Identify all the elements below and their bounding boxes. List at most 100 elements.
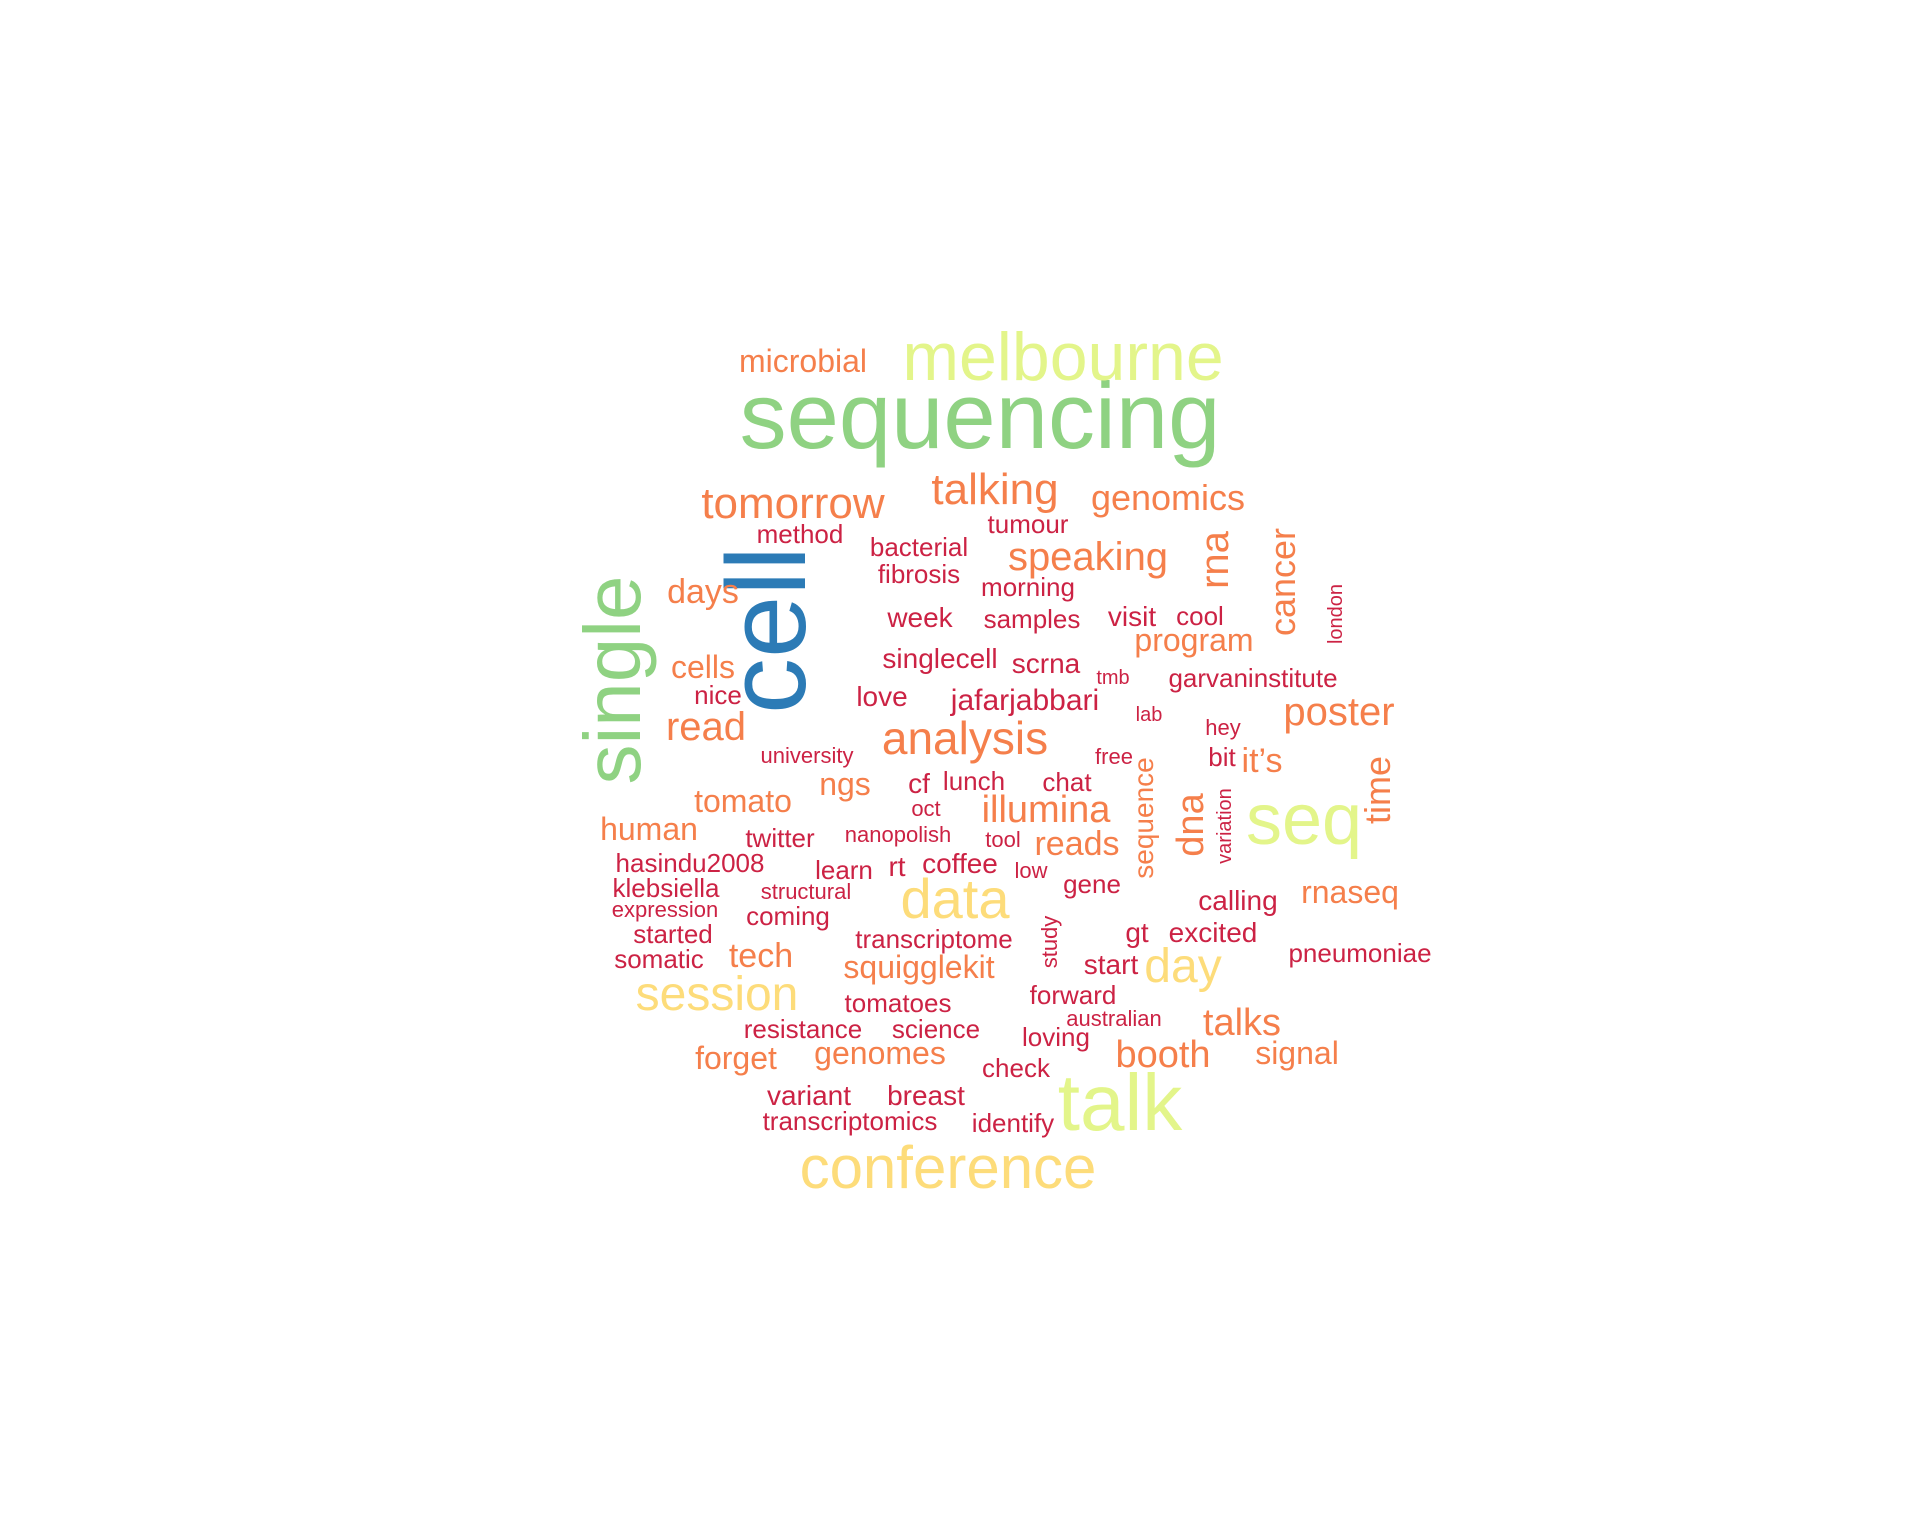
word-transcriptome: transcriptome (855, 924, 1013, 954)
word-scrna: scrna (1012, 648, 1081, 679)
word-method: method (757, 519, 844, 549)
word-variation: variation (1214, 788, 1236, 864)
word-rnaseq: rnaseq (1301, 874, 1399, 910)
word-structural: structural (761, 879, 851, 904)
word-cf: cf (908, 768, 930, 799)
word-science: science (892, 1014, 980, 1044)
word-week: week (886, 602, 953, 633)
word-data: data (901, 867, 1011, 930)
word-tomato: tomato (694, 783, 792, 819)
word-calling: calling (1198, 885, 1277, 916)
word-it-s: it’s (1242, 742, 1283, 780)
word-lunch: lunch (943, 766, 1005, 796)
word-talks: talks (1203, 1002, 1281, 1044)
word-reads: reads (1034, 825, 1119, 863)
word-bacterial: bacterial (870, 532, 968, 562)
word-conference: conference (800, 1134, 1097, 1201)
word-low: low (1014, 858, 1047, 883)
word-hasindu2008: hasindu2008 (616, 848, 765, 878)
word-visit: visit (1108, 601, 1156, 632)
word-forward: forward (1030, 980, 1117, 1010)
word-genomics: genomics (1091, 477, 1245, 518)
word-coffee: coffee (922, 848, 998, 879)
word-tomatoes: tomatoes (845, 988, 952, 1018)
word-check: check (982, 1053, 1051, 1083)
word-gt: gt (1125, 917, 1149, 948)
word-cool: cool (1176, 601, 1224, 631)
word-study: study (1037, 916, 1062, 969)
word-expression: expression (612, 897, 718, 922)
word-seq: seq (1246, 780, 1362, 860)
word-gene: gene (1063, 869, 1121, 899)
word-rna: rna (1193, 530, 1237, 589)
word-garvaninstitute: garvaninstitute (1168, 663, 1337, 693)
word-nanopolish: nanopolish (845, 822, 951, 847)
word-lab: lab (1136, 704, 1163, 726)
word-variant: variant (767, 1080, 851, 1111)
word-samples: samples (984, 604, 1081, 634)
word-twitter: twitter (745, 823, 815, 853)
word-signal: signal (1255, 1035, 1339, 1071)
word-breast: breast (887, 1080, 965, 1111)
word-fibrosis: fibrosis (878, 559, 960, 589)
word-sequencing: sequencing (740, 363, 1221, 468)
word-speaking: speaking (1008, 535, 1168, 579)
word-tool: tool (985, 827, 1020, 852)
word-coming: coming (746, 901, 830, 931)
word-free: free (1095, 744, 1133, 769)
word-cells: cells (671, 649, 735, 685)
word-sequence: sequence (1128, 757, 1159, 878)
word-single: single (568, 575, 657, 784)
word-microbial: microbial (739, 343, 867, 379)
word-tech: tech (729, 937, 793, 975)
word-talk: talk (1058, 1058, 1183, 1147)
word-jafarjabbari: jafarjabbari (950, 684, 1099, 717)
word-excited: excited (1169, 917, 1258, 948)
word-love: love (856, 681, 907, 712)
word-cancer: cancer (1262, 528, 1303, 636)
word-started: started (633, 919, 713, 949)
word-tomorrow: tomorrow (701, 479, 885, 528)
word-chat: chat (1042, 767, 1092, 797)
word-resistance: resistance (744, 1014, 863, 1044)
word-read: read (666, 705, 746, 749)
word-learn: learn (815, 855, 873, 885)
word-dna: dna (1170, 792, 1212, 856)
word-tumour: tumour (988, 509, 1069, 539)
word-human: human (600, 811, 698, 847)
word-klebsiella: klebsiella (613, 873, 720, 903)
word-session: session (636, 968, 799, 1021)
word-rt: rt (888, 851, 905, 882)
word-day: day (1144, 940, 1221, 993)
word-melbourne: melbourne (902, 319, 1223, 395)
word-genomes: genomes (814, 1035, 946, 1071)
word-oct: oct (911, 796, 940, 821)
word-start: start (1084, 949, 1139, 980)
word-identify: identify (972, 1108, 1054, 1138)
word-morning: morning (981, 572, 1075, 602)
word-bit: bit (1208, 742, 1236, 772)
word-london: london (1325, 584, 1347, 644)
word-program: program (1134, 622, 1253, 658)
word-tmb: tmb (1096, 667, 1129, 689)
word-poster: poster (1283, 690, 1394, 734)
word-talking: talking (931, 465, 1058, 514)
word-time: time (1357, 756, 1398, 824)
word-university: university (761, 743, 854, 768)
word-nice: nice (694, 680, 742, 710)
word-forget: forget (695, 1040, 777, 1076)
word-pneumoniae: pneumoniae (1288, 938, 1431, 968)
word-cell: cell (704, 546, 829, 714)
word-loving: loving (1022, 1022, 1090, 1052)
word-somatic: somatic (614, 944, 704, 974)
word-days: days (667, 573, 739, 611)
word-illumina: illumina (982, 789, 1112, 831)
word-analysis: analysis (882, 712, 1048, 764)
word-singlecell: singlecell (882, 643, 997, 674)
word-squigglekit: squigglekit (843, 949, 994, 985)
word-hey: hey (1205, 715, 1240, 740)
word-australian: australian (1066, 1006, 1161, 1031)
word-transcriptomics: transcriptomics (763, 1106, 938, 1136)
